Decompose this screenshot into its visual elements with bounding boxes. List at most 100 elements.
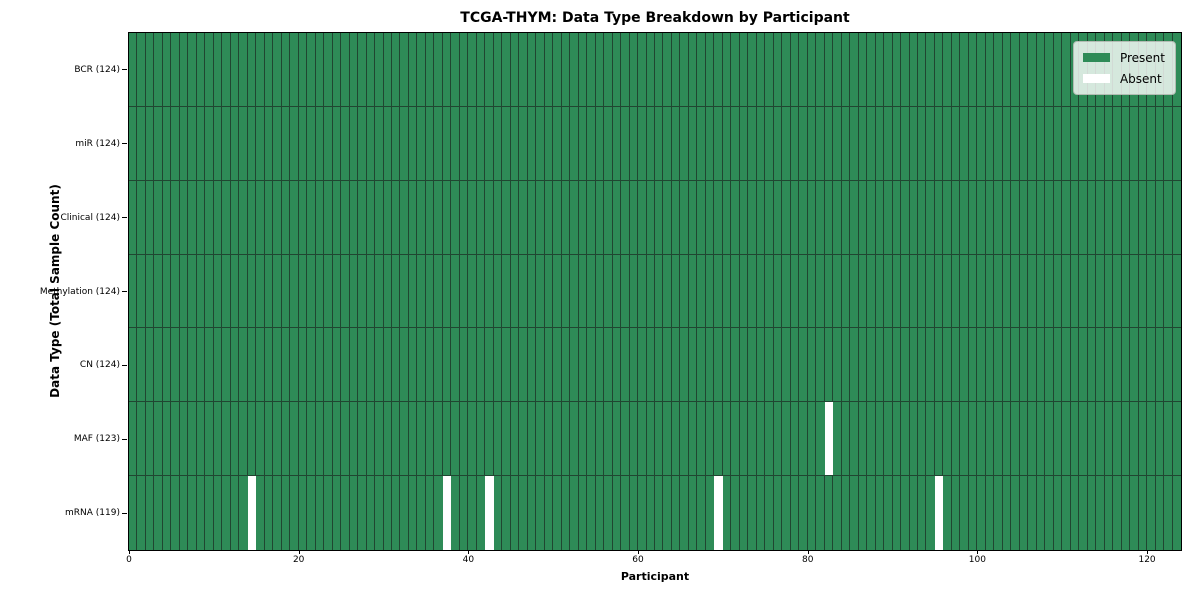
heatmap-cell-present bbox=[1164, 402, 1173, 477]
heatmap-cell-present bbox=[782, 402, 791, 477]
heatmap-cell-present bbox=[1011, 328, 1020, 403]
heatmap-cell-present bbox=[1147, 328, 1156, 403]
heatmap-cell-present bbox=[884, 476, 893, 550]
heatmap-cell-present bbox=[196, 33, 206, 107]
heatmap-cell-present bbox=[324, 328, 333, 403]
heatmap-grid bbox=[129, 33, 1181, 550]
heatmap-cell-present bbox=[561, 254, 571, 329]
heatmap-cell-present bbox=[621, 33, 630, 107]
legend-label-present: Present bbox=[1119, 50, 1165, 65]
heatmap-cell-present bbox=[934, 180, 944, 255]
heatmap-cell-present bbox=[171, 254, 180, 329]
heatmap-cell-present bbox=[544, 254, 554, 329]
heatmap-cell-present bbox=[884, 402, 893, 477]
heatmap-cell-present bbox=[383, 180, 392, 255]
heatmap-cell-present bbox=[1019, 328, 1029, 403]
heatmap-cell-present bbox=[1155, 476, 1165, 550]
heatmap-cell-present bbox=[697, 180, 706, 255]
heatmap-cell-present bbox=[663, 180, 672, 255]
chart-title: TCGA-THYM: Data Type Breakdown by Partic… bbox=[460, 10, 850, 26]
heatmap-cell-present bbox=[765, 106, 774, 181]
heatmap-cell-present bbox=[807, 180, 817, 255]
heatmap-cell-present bbox=[782, 180, 791, 255]
heatmap-cell-present bbox=[671, 254, 681, 329]
heatmap-cell-present bbox=[366, 402, 376, 477]
heatmap-cell-present bbox=[222, 402, 231, 477]
heatmap-cell-present bbox=[790, 33, 800, 107]
heatmap-cell-present bbox=[247, 254, 257, 329]
heatmap-cell-present bbox=[434, 476, 443, 550]
heatmap-cell-present bbox=[544, 328, 554, 403]
heatmap-cell-present bbox=[476, 254, 486, 329]
heatmap-cell-present bbox=[824, 106, 834, 181]
heatmap-cell-present bbox=[1036, 33, 1046, 107]
heatmap-cell-present bbox=[425, 106, 435, 181]
heatmap-cell-present bbox=[604, 476, 613, 550]
heatmap-cell-present bbox=[833, 402, 842, 477]
heatmap-cell-present bbox=[807, 476, 817, 550]
heatmap-cell-present bbox=[205, 254, 214, 329]
heatmap-cell-present bbox=[485, 402, 494, 477]
heatmap-cell-present bbox=[595, 328, 605, 403]
heatmap-cell-present bbox=[799, 402, 808, 477]
heatmap-cell-present bbox=[1053, 476, 1063, 550]
heatmap-cell-present bbox=[773, 328, 783, 403]
heatmap-cell-present bbox=[867, 254, 876, 329]
x-tick-label: 0 bbox=[126, 555, 132, 565]
heatmap-cell-present bbox=[570, 180, 579, 255]
x-tick-label: 80 bbox=[801, 555, 814, 565]
heatmap-cell-present bbox=[892, 476, 902, 550]
legend-item-present: Present bbox=[1082, 47, 1165, 68]
heatmap-cell-present bbox=[510, 328, 520, 403]
heatmap-cell-present bbox=[688, 106, 698, 181]
heatmap-cell-present bbox=[1019, 254, 1029, 329]
heatmap-cell-present bbox=[595, 254, 605, 329]
heatmap-cell-present bbox=[536, 328, 545, 403]
heatmap-cell-present bbox=[587, 476, 596, 550]
heatmap-cell-present bbox=[943, 254, 952, 329]
heatmap-cell-present bbox=[179, 106, 189, 181]
heatmap-cell-present bbox=[595, 106, 605, 181]
heatmap-cell-present bbox=[1164, 254, 1173, 329]
heatmap-cell-present bbox=[341, 328, 350, 403]
heatmap-cell-present bbox=[222, 328, 231, 403]
heatmap-cell-present bbox=[298, 33, 308, 107]
heatmap-cell-present bbox=[527, 33, 537, 107]
heatmap-cell-present bbox=[145, 106, 155, 181]
heatmap-cell-present bbox=[341, 180, 350, 255]
heatmap-cell-present bbox=[129, 254, 138, 329]
heatmap-cell-present bbox=[841, 106, 851, 181]
heatmap-cell-absent bbox=[824, 402, 834, 477]
heatmap-cell-present bbox=[553, 476, 562, 550]
heatmap-cell-present bbox=[671, 328, 681, 403]
heatmap-cell-present bbox=[1019, 180, 1029, 255]
heatmap-cell-present bbox=[943, 328, 952, 403]
heatmap-cell-present bbox=[307, 180, 316, 255]
heatmap-cell-present bbox=[1070, 180, 1080, 255]
heatmap-cell-present bbox=[901, 402, 910, 477]
heatmap-cell-present bbox=[1062, 254, 1071, 329]
heatmap-cell-present bbox=[281, 106, 291, 181]
heatmap-cell-present bbox=[858, 328, 868, 403]
heatmap-cell-present bbox=[1113, 106, 1122, 181]
heatmap-cell-present bbox=[196, 476, 206, 550]
heatmap-cell-present bbox=[1062, 328, 1071, 403]
heatmap-cell-present bbox=[366, 254, 376, 329]
heatmap-cell-present bbox=[612, 106, 622, 181]
heatmap-cell-present bbox=[816, 402, 825, 477]
heatmap-cell-present bbox=[171, 476, 180, 550]
heatmap-cell-present bbox=[349, 33, 359, 107]
heatmap-cell-present bbox=[578, 476, 588, 550]
heatmap-cell-present bbox=[1172, 180, 1181, 255]
heatmap-cell-present bbox=[951, 254, 961, 329]
heatmap-cell-present bbox=[578, 180, 588, 255]
heatmap-cell-present bbox=[960, 106, 969, 181]
heatmap-cell-present bbox=[1053, 328, 1063, 403]
heatmap-cell-present bbox=[977, 476, 986, 550]
heatmap-cell-present bbox=[654, 180, 664, 255]
heatmap-cell-present bbox=[994, 402, 1003, 477]
heatmap-cell-present bbox=[934, 254, 944, 329]
heatmap-cell-present bbox=[1121, 106, 1131, 181]
heatmap-cell-present bbox=[1138, 476, 1148, 550]
